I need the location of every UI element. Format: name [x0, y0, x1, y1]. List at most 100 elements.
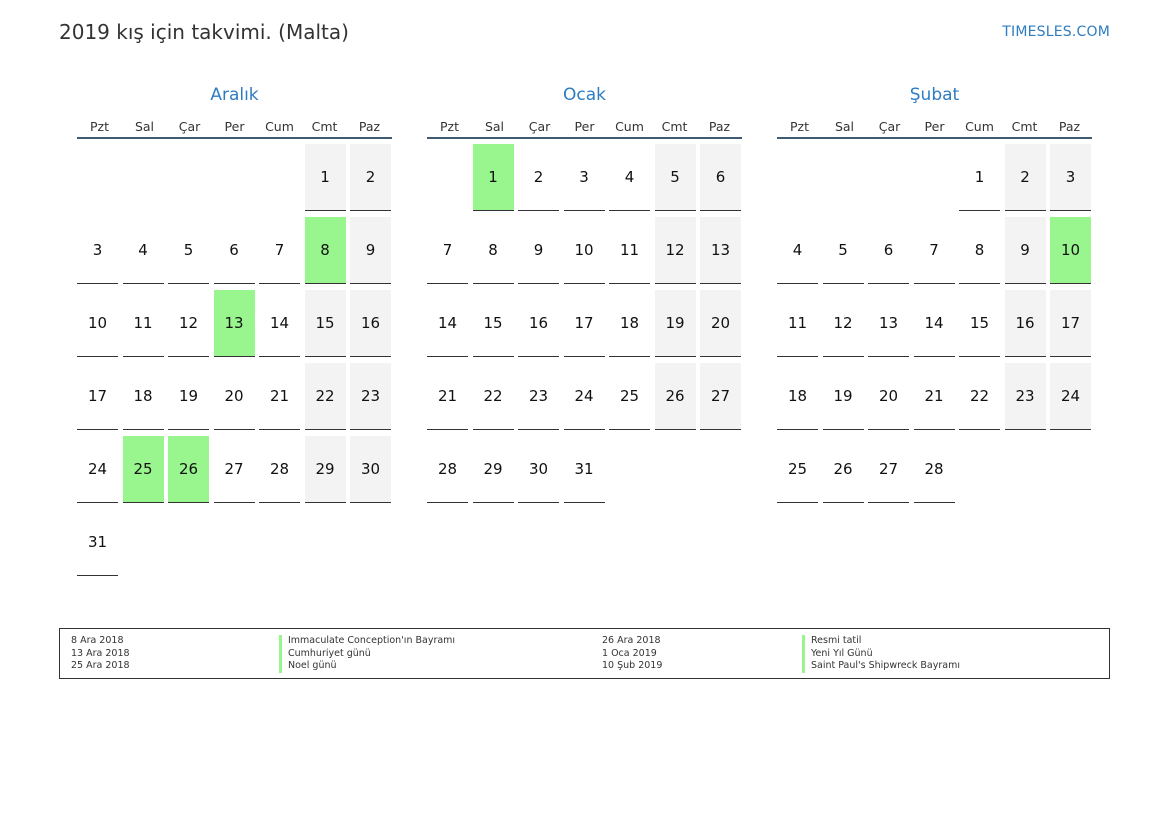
day-cell[interactable]: 18: [122, 363, 164, 430]
day-cell[interactable]: 22: [472, 363, 514, 430]
day-cell[interactable]: 23: [350, 363, 391, 430]
holiday-day-cell[interactable]: 1: [472, 144, 514, 211]
day-cell[interactable]: 5: [654, 144, 696, 211]
day-cell[interactable]: 8: [472, 217, 514, 284]
day-cell[interactable]: 8: [959, 217, 1000, 284]
day-cell[interactable]: 22: [959, 363, 1000, 430]
day-cell[interactable]: 3: [563, 144, 605, 211]
day-cell[interactable]: 11: [122, 290, 164, 357]
holiday-day-cell[interactable]: 25: [122, 436, 164, 503]
day-cell[interactable]: 26: [822, 436, 864, 503]
day-cell[interactable]: 18: [609, 290, 650, 357]
day-cell[interactable]: 2: [518, 144, 559, 211]
day-cell[interactable]: 1: [959, 144, 1000, 211]
day-cell[interactable]: 7: [913, 217, 955, 284]
day-cell[interactable]: 11: [777, 290, 818, 357]
day-cell[interactable]: 27: [868, 436, 909, 503]
day-cell[interactable]: 31: [563, 436, 605, 503]
day-cell[interactable]: 14: [913, 290, 955, 357]
day-cell[interactable]: 21: [427, 363, 468, 430]
day-cell[interactable]: 12: [654, 217, 696, 284]
day-cell[interactable]: 24: [77, 436, 118, 503]
day-cell[interactable]: 13: [700, 217, 741, 284]
day-cell[interactable]: 20: [700, 290, 741, 357]
day-cell[interactable]: 31: [77, 509, 118, 576]
day-cell[interactable]: 22: [304, 363, 346, 430]
legend-date: 13 Ara 2018: [71, 647, 130, 659]
day-cell[interactable]: 7: [259, 217, 300, 284]
day-cell[interactable]: 19: [168, 363, 209, 430]
holiday-day-cell[interactable]: 13: [213, 290, 255, 357]
legend-holiday-name: Cumhuriyet günü: [279, 647, 455, 660]
day-cell[interactable]: 4: [777, 217, 818, 284]
day-cell[interactable]: 20: [213, 363, 255, 430]
holiday-day-cell[interactable]: 26: [168, 436, 209, 503]
day-cell[interactable]: 4: [122, 217, 164, 284]
day-cell[interactable]: 27: [700, 363, 741, 430]
day-cell[interactable]: 10: [563, 217, 605, 284]
day-cell[interactable]: 9: [518, 217, 559, 284]
day-cell[interactable]: 28: [259, 436, 300, 503]
holiday-day-cell[interactable]: 10: [1050, 217, 1091, 284]
day-cell[interactable]: 19: [654, 290, 696, 357]
weekday-label: Sal: [484, 119, 505, 134]
day-cell[interactable]: 30: [518, 436, 559, 503]
day-cell[interactable]: 9: [350, 217, 391, 284]
day-cell[interactable]: 3: [77, 217, 118, 284]
day-cell[interactable]: 21: [913, 363, 955, 430]
day-cell[interactable]: 13: [868, 290, 909, 357]
day-cell[interactable]: 5: [168, 217, 209, 284]
day-cell[interactable]: 25: [609, 363, 650, 430]
day-cell[interactable]: 7: [427, 217, 468, 284]
day-cell[interactable]: 4: [609, 144, 650, 211]
day-cell[interactable]: 16: [1004, 290, 1046, 357]
month-title: Aralık: [210, 85, 259, 105]
day-cell[interactable]: 16: [350, 290, 391, 357]
day-cell[interactable]: 12: [168, 290, 209, 357]
day-cell[interactable]: 3: [1050, 144, 1091, 211]
day-cell[interactable]: 21: [259, 363, 300, 430]
holiday-day-cell[interactable]: 8: [304, 217, 346, 284]
day-cell[interactable]: 11: [609, 217, 650, 284]
day-cell[interactable]: 23: [518, 363, 559, 430]
day-cell[interactable]: 30: [350, 436, 391, 503]
day-cell[interactable]: 14: [259, 290, 300, 357]
day-cell[interactable]: 17: [77, 363, 118, 430]
day-cell[interactable]: 17: [563, 290, 605, 357]
day-cell[interactable]: 19: [822, 363, 864, 430]
day-cell[interactable]: 2: [1004, 144, 1046, 211]
day-cell[interactable]: 9: [1004, 217, 1046, 284]
empty-cell: [123, 144, 164, 211]
day-cell[interactable]: 2: [350, 144, 391, 211]
day-cell[interactable]: 6: [868, 217, 909, 284]
day-cell[interactable]: 6: [213, 217, 255, 284]
day-cell[interactable]: 1: [304, 144, 346, 211]
day-cell[interactable]: 27: [213, 436, 255, 503]
weekday-label: Sal: [134, 119, 155, 134]
day-cell[interactable]: 20: [868, 363, 909, 430]
day-cell[interactable]: 15: [959, 290, 1000, 357]
day-cell[interactable]: 29: [472, 436, 514, 503]
day-cell[interactable]: 26: [654, 363, 696, 430]
weekday-label: Çar: [878, 119, 901, 134]
weekday-label: Sal: [834, 119, 855, 134]
day-cell[interactable]: 16: [518, 290, 559, 357]
day-cell[interactable]: 14: [427, 290, 468, 357]
brand-link[interactable]: TIMESLES.COM: [1002, 24, 1110, 40]
day-cell[interactable]: 23: [1004, 363, 1046, 430]
day-cell[interactable]: 15: [472, 290, 514, 357]
day-cell[interactable]: 28: [913, 436, 955, 503]
day-cell[interactable]: 29: [304, 436, 346, 503]
day-cell[interactable]: 28: [427, 436, 468, 503]
day-cell[interactable]: 24: [1050, 363, 1091, 430]
day-cell[interactable]: 12: [822, 290, 864, 357]
day-cell[interactable]: 5: [822, 217, 864, 284]
day-cell[interactable]: 25: [777, 436, 818, 503]
day-cell[interactable]: 24: [563, 363, 605, 430]
legend-date: 8 Ara 2018: [71, 635, 124, 646]
day-cell[interactable]: 15: [304, 290, 346, 357]
day-cell[interactable]: 10: [77, 290, 118, 357]
day-cell[interactable]: 18: [777, 363, 818, 430]
day-cell[interactable]: 17: [1050, 290, 1091, 357]
day-cell[interactable]: 6: [700, 144, 741, 211]
